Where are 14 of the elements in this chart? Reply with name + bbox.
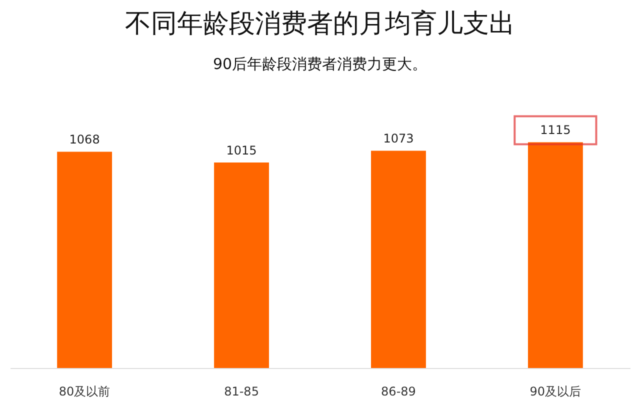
data-label: 1068 bbox=[69, 132, 100, 147]
bar bbox=[57, 152, 112, 368]
bar bbox=[214, 162, 269, 368]
chart-subtitle: 90后年龄段消费者消费力更大。 bbox=[212, 55, 428, 74]
x-tick-label: 81-85 bbox=[224, 384, 259, 398]
chart-title: 不同年龄段消费者的月均育儿支出 bbox=[125, 9, 515, 40]
bar bbox=[371, 150, 426, 368]
x-tick-label: 86-89 bbox=[381, 384, 416, 398]
data-label: 1015 bbox=[226, 143, 257, 158]
bar bbox=[528, 142, 583, 368]
x-tick-label: 90及以后 bbox=[530, 384, 582, 398]
annotation: 1115 bbox=[540, 123, 571, 138]
x-tick-label: 80及以前 bbox=[58, 384, 110, 398]
data-label: 1073 bbox=[383, 132, 414, 146]
